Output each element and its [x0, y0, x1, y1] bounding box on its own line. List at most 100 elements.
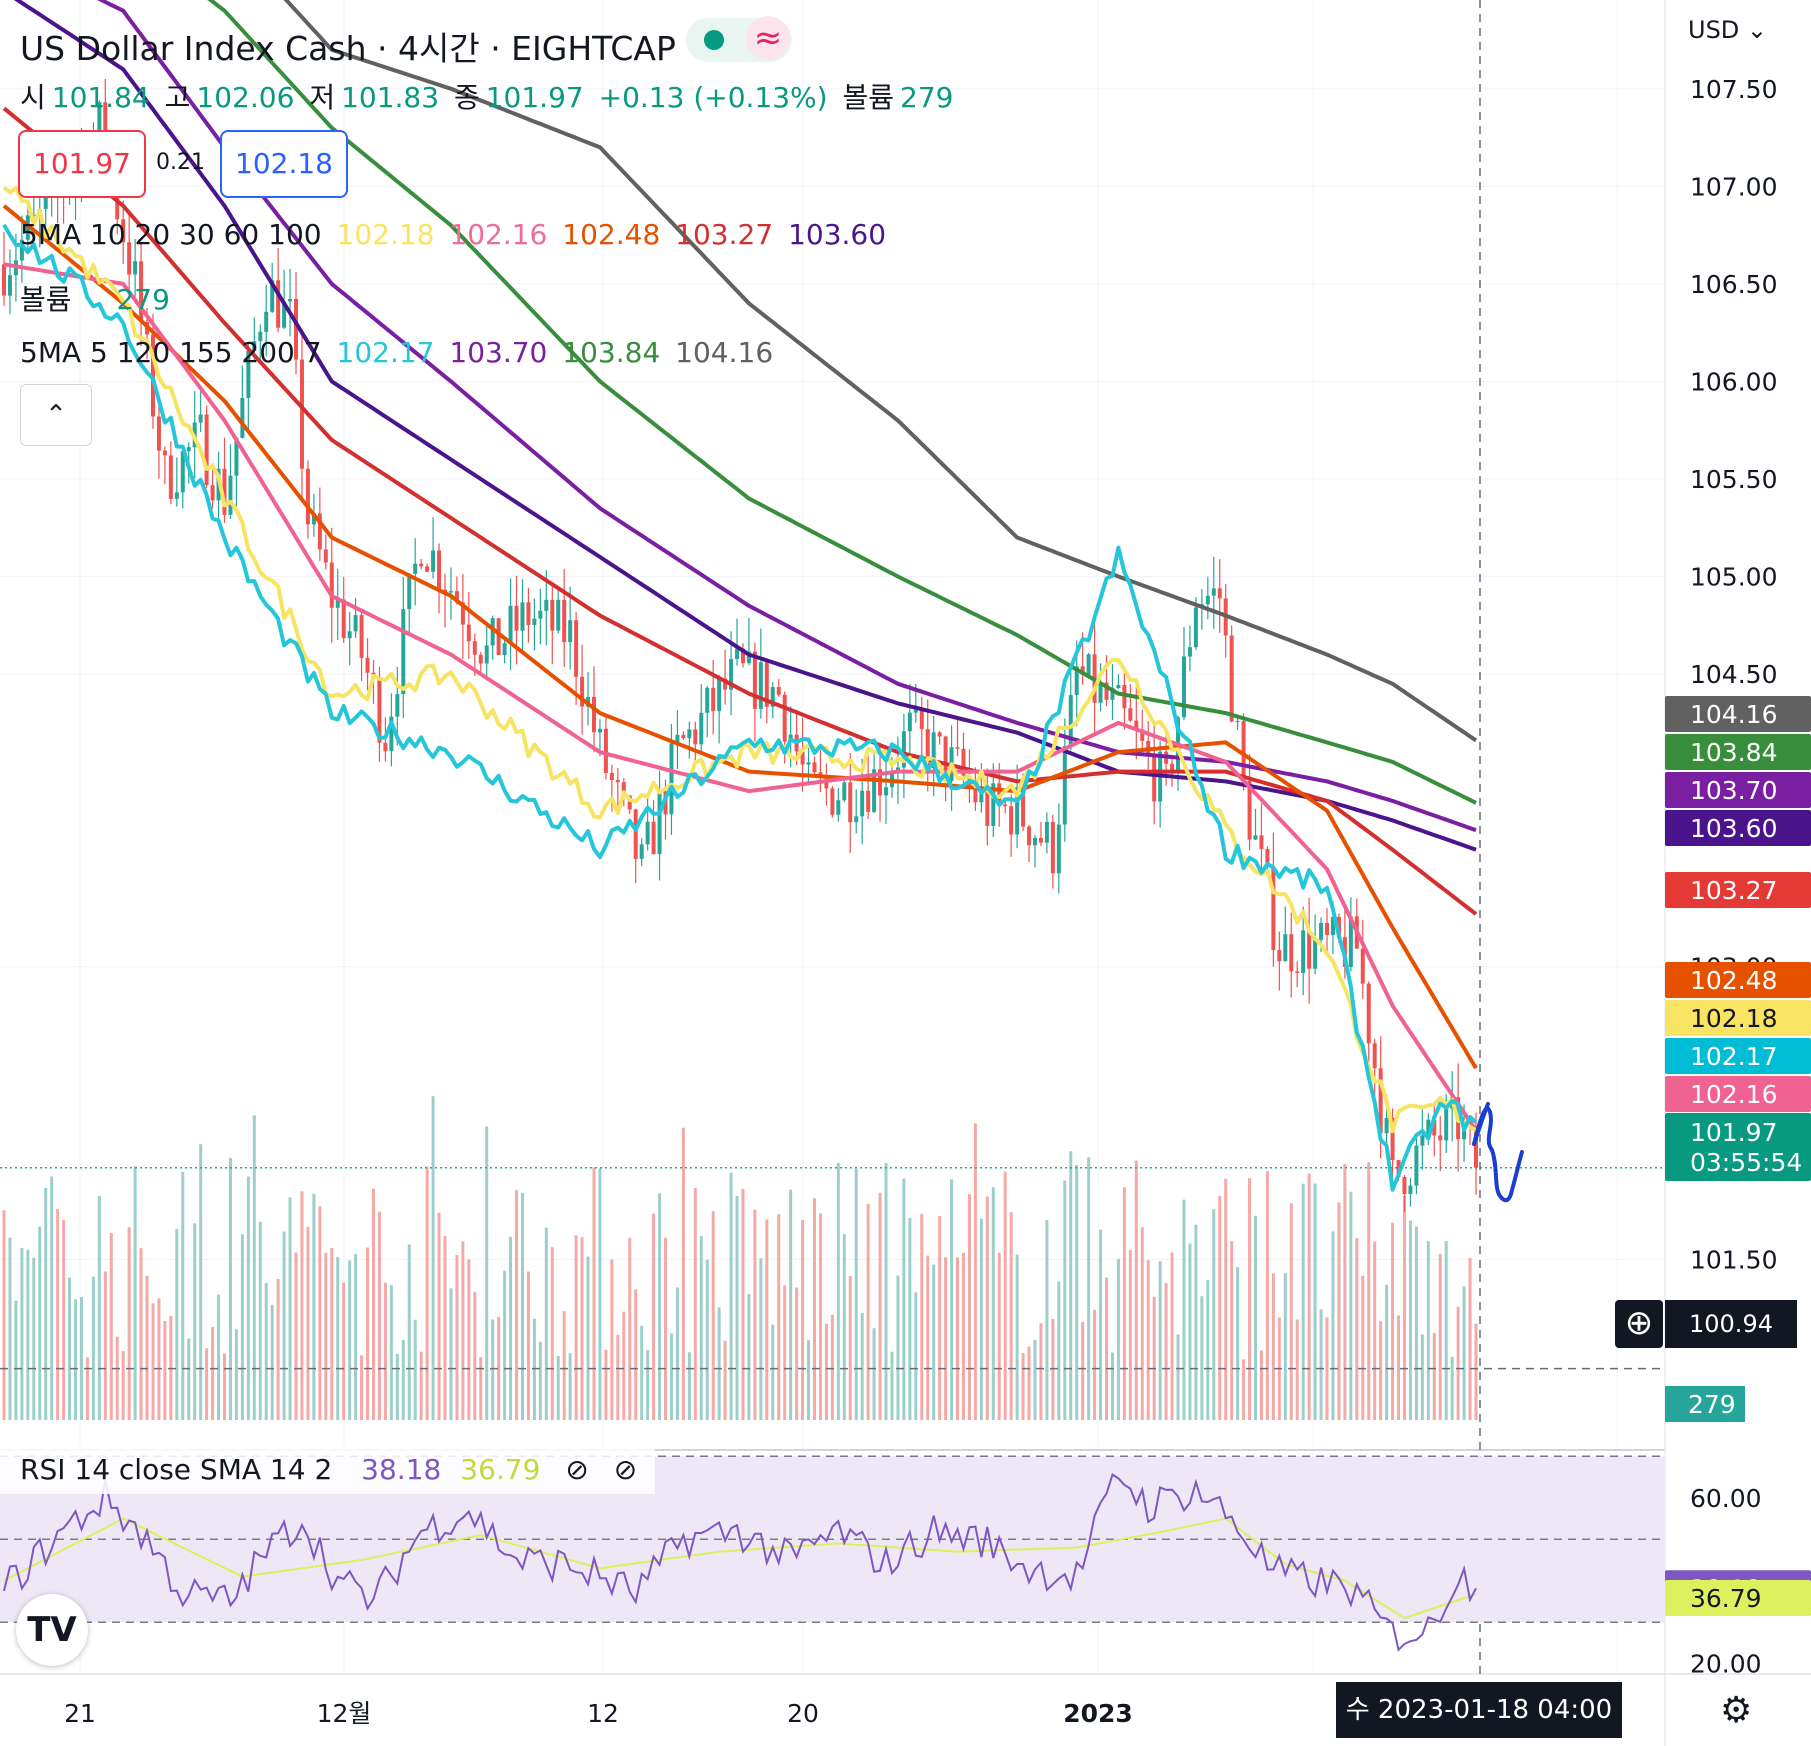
volume-bar — [586, 1256, 590, 1420]
candle-body — [943, 736, 948, 781]
candle-body — [955, 747, 960, 749]
ma-price-tag-bg — [1665, 1038, 1811, 1074]
volume-bar — [294, 1252, 298, 1420]
candle-body — [299, 359, 304, 469]
ma-price-tag-bg — [1665, 872, 1811, 908]
volume-bar — [312, 1193, 316, 1420]
candle-body — [878, 769, 883, 796]
volume-bar — [944, 1257, 948, 1420]
add-order-button[interactable]: ⊕ — [1615, 1300, 1663, 1348]
candle-body — [603, 728, 608, 773]
volume-bar — [127, 1227, 131, 1420]
volume-bar — [223, 1353, 227, 1420]
ma-legend-2[interactable]: 5MA 5 120 155 200 7 102.17 103.70 103.84… — [20, 336, 779, 369]
collapse-legend-button[interactable]: ⌃ — [20, 384, 92, 446]
chart-title[interactable]: US Dollar Index Cash · 4시간 · EIGHTCAP — [20, 29, 676, 68]
gear-icon[interactable]: ⚙ — [1720, 1690, 1753, 1731]
volume-bar — [467, 1259, 471, 1420]
volume-bar — [389, 1285, 393, 1420]
volume-bar — [729, 1172, 733, 1420]
high-value: 102.06 — [196, 81, 295, 114]
volume-bar — [1093, 1309, 1097, 1420]
candle-body — [431, 550, 436, 572]
candle-body — [162, 450, 167, 456]
candle-body — [454, 591, 459, 603]
volume-bar — [926, 1255, 930, 1420]
buy-button[interactable]: 102.18 — [220, 130, 348, 198]
rsi-legend[interactable]: RSI 14 close SMA 14 2 38.18 36.79 ⊘ ⊘ — [0, 1446, 656, 1494]
tradingview-logo-icon[interactable]: TV — [16, 1594, 88, 1666]
candle-body — [591, 696, 596, 733]
candle-body — [413, 563, 418, 574]
volume-bar — [866, 1203, 870, 1420]
candle-body — [437, 550, 442, 590]
volume-bar — [330, 1248, 334, 1420]
volume-bar — [568, 1353, 572, 1420]
candle-body — [717, 678, 722, 712]
candle-body — [1003, 804, 1008, 807]
volume-bar — [187, 1338, 191, 1420]
volume-bar — [1116, 1258, 1120, 1420]
volume-bar — [163, 1320, 167, 1420]
volume-bar — [443, 1236, 447, 1420]
volume-bar — [747, 1293, 751, 1420]
time-tick-label: 12 — [587, 1699, 619, 1728]
candle-body — [1110, 688, 1115, 700]
volume-bar — [938, 1215, 942, 1420]
candle-body — [1140, 729, 1145, 741]
candle-body — [931, 732, 936, 769]
currency-selector[interactable]: USD ⌄ — [1688, 16, 1767, 44]
ma60-line — [2, 106, 1478, 916]
ma100-value: 103.60 — [788, 218, 887, 251]
volume-bar — [258, 1221, 262, 1420]
candle-body — [425, 566, 430, 572]
ma-legend-1[interactable]: 5MA 10 20 30 60 100 102.18 102.16 102.48… — [20, 218, 892, 251]
volume-bar — [115, 1336, 119, 1420]
market-open-icon — [704, 30, 724, 50]
candle-body — [758, 662, 763, 709]
volume-bar — [366, 1247, 370, 1420]
hide-icon[interactable]: ⊘ — [613, 1453, 638, 1486]
sell-button[interactable]: 101.97 — [18, 130, 146, 198]
candle-body — [901, 731, 906, 768]
volume-bar — [842, 1234, 846, 1420]
volume-bar — [967, 1194, 971, 1420]
candle-body — [729, 659, 734, 690]
candle-body — [1062, 746, 1067, 825]
time-axis[interactable]: 21 12월 12 20 2023 — [64, 1699, 1133, 1728]
candle-body — [973, 784, 978, 803]
candle-body — [651, 821, 656, 855]
candle-body — [97, 102, 102, 138]
volume-bar — [973, 1123, 977, 1420]
volume-bar — [38, 1226, 42, 1420]
ma-price-tag-bg — [1665, 810, 1811, 846]
candle-body — [681, 734, 686, 739]
volume-bar — [622, 1311, 626, 1420]
price-tick-label: 105.00 — [1690, 563, 1777, 592]
volume-legend[interactable]: 볼륨 279 — [20, 278, 176, 318]
volume-bar — [675, 1287, 679, 1420]
market-status-pill[interactable]: ≈ — [686, 16, 792, 62]
hide-icon[interactable]: ⊘ — [565, 1453, 589, 1486]
volume-bar — [664, 1237, 668, 1420]
candle-body — [1068, 695, 1073, 747]
candle-body — [127, 242, 132, 275]
crosshair-date-label: 수 2023-01-18 04:00 — [1336, 1682, 1622, 1738]
volume-bar — [1313, 1183, 1317, 1420]
hand-drawn-arrow[interactable] — [1472, 1102, 1524, 1203]
candle-body — [1086, 654, 1091, 675]
candle-body — [121, 219, 126, 243]
volume-bar — [1206, 1279, 1210, 1420]
volume-bar — [1015, 1254, 1019, 1420]
candle-body — [699, 712, 704, 745]
volume-bar — [693, 1188, 697, 1420]
candle-body — [1074, 666, 1079, 696]
volume-bar — [1009, 1212, 1013, 1420]
candle-body — [1301, 930, 1306, 973]
volume-bar — [860, 1313, 864, 1420]
hand-drawn-annotation[interactable] — [1472, 1102, 1524, 1203]
volume-bar — [1122, 1187, 1126, 1420]
candle-body — [347, 631, 352, 639]
ma-legend-2-label: 5MA 5 120 155 200 7 — [20, 336, 322, 369]
volume-bar — [705, 1259, 709, 1420]
